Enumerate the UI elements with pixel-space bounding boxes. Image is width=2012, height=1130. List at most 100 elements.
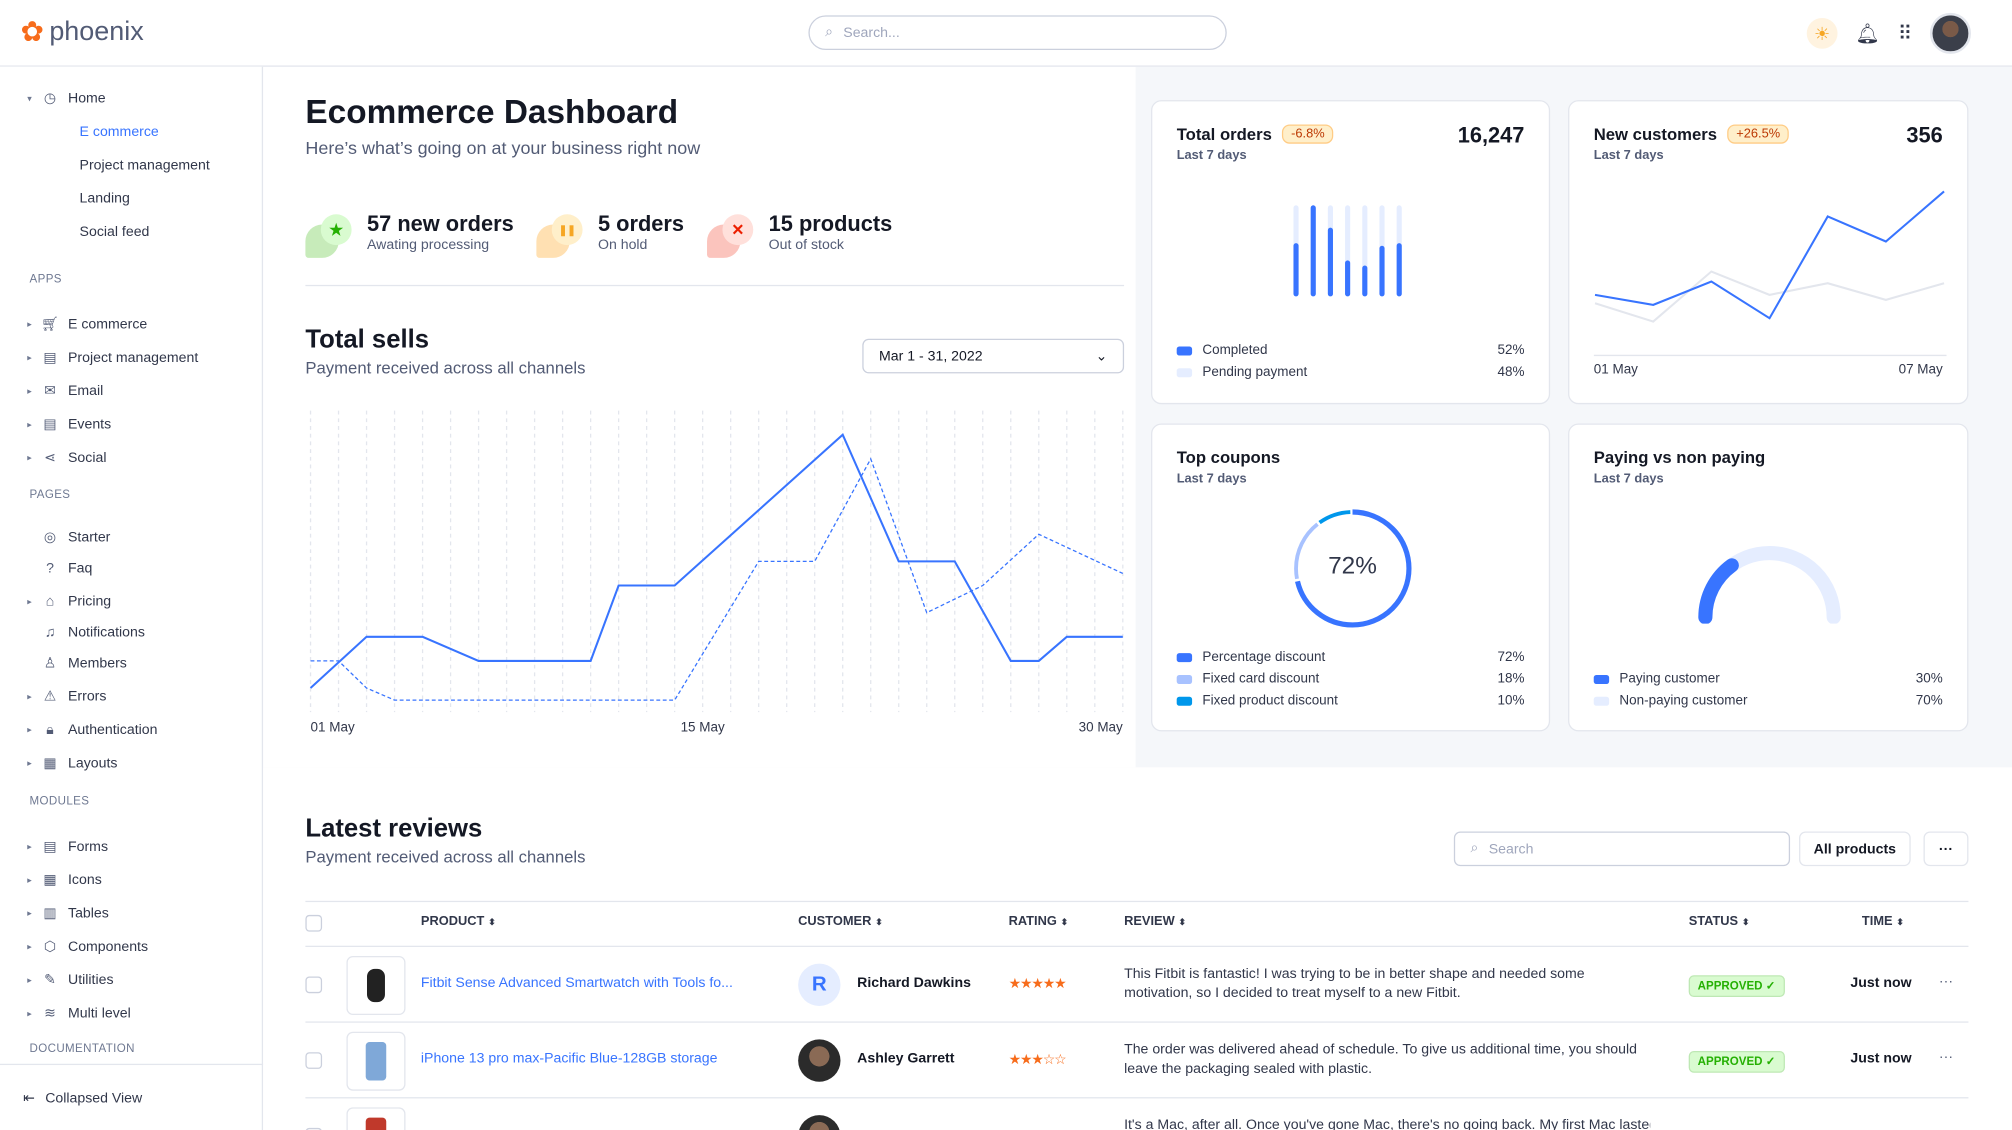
column-header-status[interactable]: STATUS ⬍	[1689, 915, 1750, 929]
legend-item: Non-paying customer 70%	[1593, 693, 1943, 708]
row-divider	[305, 1021, 1969, 1023]
sidebar-item-forms[interactable]: ▸ ▤ Forms	[18, 835, 108, 858]
sidebar-item-email[interactable]: ▸ ✉ Email	[18, 380, 103, 403]
product-link[interactable]: iPhone 13 pro max-Pacific Blue-128GB sto…	[420, 1050, 718, 1067]
sidebar-item-e-commerce[interactable]: ▸ 🛒︎ E commerce	[18, 313, 147, 336]
more-options-button[interactable]: ···	[1923, 831, 1969, 867]
sidebar-item-notifications[interactable]: ♫ Notifications	[18, 621, 145, 644]
errors-icon: ⚠	[43, 689, 57, 705]
sidebar: ▾ ◷ Home E commerce Project management Landin…	[0, 66, 264, 1130]
legend-value: 52%	[1497, 342, 1525, 359]
forms-icon: ▤	[43, 839, 57, 855]
card-title: Paying vs non paying	[1593, 447, 1766, 468]
column-header-review[interactable]: REVIEW ⬍	[1124, 915, 1186, 929]
divider	[305, 900, 1969, 903]
sidebar-item-multi-level[interactable]: ▸ ≋ Multi level	[18, 1002, 131, 1025]
series-line-1	[1594, 270, 1945, 323]
product-thumbnail[interactable]	[346, 1107, 406, 1130]
theme-toggle-sun-icon[interactable]: ☀	[1806, 17, 1838, 49]
sidebar-item-layouts[interactable]: ▸ ▦ Layouts	[18, 752, 117, 775]
sidebar-subitem[interactable]: Project management	[79, 157, 210, 174]
column-header-customer[interactable]: CUSTOMER ⬍	[798, 915, 883, 929]
card-subtitle: Last 7 days	[1593, 472, 1664, 487]
review-text: It's a Mac, after all. Once you've gone …	[1124, 1117, 1651, 1130]
global-search-input[interactable]: ⌕ Search...	[808, 15, 1227, 51]
sort-icon: ⬍	[875, 918, 883, 928]
sidebar-item-errors[interactable]: ▸ ⚠ Errors	[18, 685, 106, 708]
row-actions-button[interactable]: ···	[1938, 973, 1954, 990]
column-header-rating[interactable]: RATING ⬍	[1009, 915, 1069, 929]
search-placeholder: Search	[1488, 841, 1534, 857]
sidebar-item-tables[interactable]: ▸ ▥ Tables	[18, 902, 109, 925]
all-products-button[interactable]: All products	[1799, 831, 1911, 867]
sidebar-item-members[interactable]: ♙ Members	[18, 652, 127, 675]
sidebar-item-authentication[interactable]: ▸ 🔒︎ Authentication	[18, 719, 158, 742]
logo[interactable]: ✿ phoenix	[21, 15, 144, 48]
sidebar-item-label: Faq	[68, 560, 93, 577]
project-management-icon: ▤	[43, 350, 57, 366]
card-subtitle: Last 7 days	[1176, 148, 1247, 163]
sidebar-item-pricing[interactable]: ▸ ⌂ Pricing	[18, 590, 111, 613]
stat-2: ✕ 15 products Out of stock	[707, 212, 892, 261]
product-thumbnail[interactable]	[346, 1031, 406, 1091]
legend-item: Fixed product discount 10%	[1176, 693, 1524, 708]
multi-level-icon: ≋	[44, 1006, 56, 1022]
reviews-search-input[interactable]: ⌕ Search	[1453, 831, 1791, 867]
sidebar-item-label: Email	[68, 383, 104, 400]
tables-icon: ▥	[43, 905, 57, 922]
column-label: RATING	[1008, 914, 1057, 930]
sidebar-item-label: Notifications	[68, 624, 145, 641]
legend-swatch	[1593, 696, 1610, 706]
sidebar-item-utilities[interactable]: ▸ ✎ Utilities	[18, 969, 114, 992]
pie-chart-icon: ◷	[43, 91, 57, 107]
card-title: Total orders	[1176, 124, 1272, 144]
sidebar-item-label: Social	[68, 450, 107, 466]
x-tick-end: 07 May	[1898, 361, 1943, 378]
row-actions-button[interactable]: ···	[1938, 1049, 1954, 1066]
change-badge: -6.8%	[1282, 124, 1334, 144]
select-all-checkbox[interactable]	[305, 914, 323, 932]
column-label: STATUS	[1688, 914, 1739, 930]
apps-grid-icon[interactable]: ⠿	[1897, 23, 1912, 45]
column-label: REVIEW	[1124, 914, 1175, 930]
collapse-sidebar-button[interactable]: ⇤ Collapsed View	[0, 1063, 264, 1130]
column-header-product[interactable]: PRODUCT ⬍	[421, 915, 496, 929]
sidebar-item-social[interactable]: ▸ ⋖ Social	[18, 447, 107, 470]
sidebar-item-events[interactable]: ▸ ▤ Events	[18, 413, 111, 436]
series-line-dashed	[310, 457, 1124, 701]
social-icon: ⋖	[44, 450, 56, 466]
customer-name[interactable]: Richard Dawkins	[857, 975, 971, 991]
sidebar-subitem[interactable]: Social feed	[79, 224, 150, 240]
card-value: 356	[1906, 123, 1943, 148]
sidebar-subitem[interactable]: Landing	[79, 191, 130, 207]
caret-right-icon: ▸	[27, 420, 32, 430]
customer-name[interactable]: Ashley Garrett	[857, 1050, 955, 1067]
sidebar-subitem[interactable]: E commerce	[79, 124, 159, 140]
sidebar-item-faq[interactable]: ? Faq	[18, 557, 92, 580]
total-orders-card: Total orders -6.8% Last 7 days 16,247 Com…	[1151, 100, 1551, 405]
sidebar-item-components[interactable]: ▸ ⬡ Components	[18, 935, 148, 958]
row-checkbox[interactable]	[305, 1127, 323, 1130]
column-label: TIME	[1861, 914, 1893, 930]
row-checkbox[interactable]	[305, 1052, 323, 1069]
donut-slice-0	[1293, 509, 1412, 628]
pricing-icon: ⌂	[45, 594, 55, 610]
legend-value: 48%	[1497, 364, 1525, 380]
card-subtitle: Last 7 days	[1593, 148, 1664, 163]
star-icon: ★	[305, 212, 356, 261]
review-time: Just now	[1850, 1050, 1912, 1067]
column-header-time[interactable]: TIME ⬍	[1862, 915, 1904, 929]
stat-subtitle: Out of stock	[768, 237, 844, 253]
product-thumbnail[interactable]	[346, 955, 406, 1016]
date-range-select[interactable]: Mar 1 - 31, 2022 ⌄	[862, 338, 1125, 374]
user-avatar[interactable]	[1929, 12, 1971, 54]
sidebar-item-icons[interactable]: ▸ ▦ Icons	[18, 869, 102, 892]
sidebar-item-starter[interactable]: ◎ Starter	[18, 526, 111, 549]
bell-icon[interactable]: 🔔︎	[1855, 23, 1880, 45]
gauge-paying	[1698, 558, 1739, 624]
sidebar-item-label: Layouts	[68, 755, 118, 772]
sidebar-item-project-management[interactable]: ▸ ▤ Project management	[18, 346, 198, 369]
sidebar-item-home[interactable]: ▾ ◷ Home	[18, 87, 106, 110]
product-link[interactable]: Fitbit Sense Advanced Smartwatch with To…	[420, 975, 733, 991]
row-checkbox[interactable]	[305, 976, 323, 994]
